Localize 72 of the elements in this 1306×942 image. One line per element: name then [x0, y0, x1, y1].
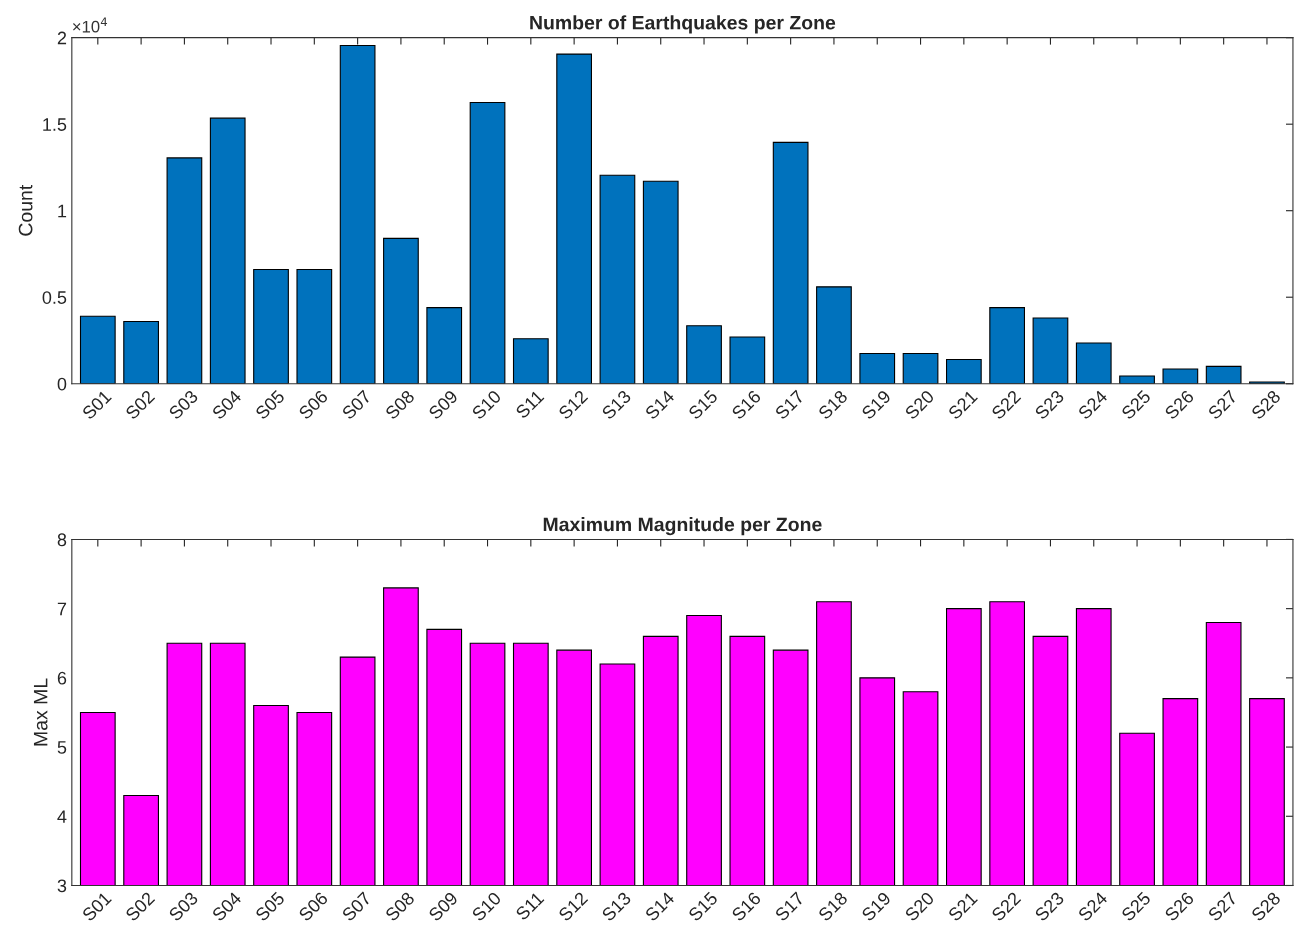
x-tick-label: S15	[687, 891, 719, 922]
x-tick-label: S02	[124, 389, 156, 421]
y-tick-label: 0.5	[42, 291, 67, 304]
x-tick-label: S28	[1250, 389, 1282, 421]
x-tick-label: S09	[427, 891, 459, 922]
x-tick-label: S19	[860, 891, 892, 922]
x-tick-label: S17	[774, 389, 805, 421]
x-tick-label: S10	[471, 389, 502, 421]
x-tick-label: S03	[168, 891, 199, 922]
x-tick-label: S12	[557, 389, 589, 421]
x-tick-label: S11	[514, 389, 545, 420]
y-axis-title: Max ML	[33, 678, 48, 746]
x-tick-label: S13	[601, 891, 632, 922]
x-tick-label: S03	[168, 389, 199, 421]
x-tick-label: S18	[817, 891, 849, 922]
x-tick-label: S05	[254, 389, 286, 421]
y-tick-label: 8	[57, 533, 67, 547]
y-tick-label: 1.5	[43, 118, 67, 131]
y-tick-label: 1	[58, 204, 67, 218]
x-tick-label: S11	[514, 891, 545, 921]
y-tick-label: 3	[57, 879, 67, 893]
y-tick-label: 0	[57, 377, 67, 391]
x-tick-label: S18	[817, 389, 849, 421]
x-tick-label: S06	[297, 891, 329, 922]
x-tick-label: S19	[860, 389, 892, 421]
x-tick-label: S06	[297, 389, 329, 421]
x-tick-label: S22	[990, 891, 1022, 922]
x-tick-label: S12	[557, 891, 589, 922]
x-tick-label: S16	[730, 389, 762, 421]
y-axis-title: Count	[18, 184, 33, 236]
x-tick-label: S07	[341, 389, 372, 421]
text: ×10$^{4}$	[72, 17, 108, 33]
x-tick-label: S24	[1077, 389, 1109, 421]
y-tick-label: 6	[57, 671, 67, 685]
x-tick-label: S16	[730, 891, 762, 922]
x-tick-label: S14	[644, 891, 676, 922]
y-tick-label: 5	[57, 741, 67, 754]
x-tick-label: S20	[904, 891, 935, 922]
x-tick-label: S26	[1163, 891, 1195, 922]
x-tick-label: S15	[687, 389, 719, 421]
x-tick-label: S10	[471, 891, 502, 922]
x-tick-label: S14	[644, 389, 676, 421]
x-tick-label: S21	[947, 891, 979, 922]
y-tick-label: 7	[57, 602, 67, 616]
x-tick-label: S26	[1163, 389, 1195, 421]
x-tick-label: S02	[124, 891, 156, 922]
x-tick-label: S28	[1250, 891, 1282, 922]
x-tick-label: S04	[211, 389, 243, 421]
x-tick-label: S01	[81, 389, 112, 421]
x-tick-label: S01	[81, 891, 112, 922]
x-tick-label: S22	[990, 389, 1022, 421]
x-tick-label: S07	[341, 891, 372, 922]
x-tick-label: S21	[947, 389, 979, 421]
y-tick-label: 4	[57, 810, 67, 823]
x-tick-label: S27	[1207, 389, 1238, 421]
x-tick-label: S20	[904, 389, 935, 421]
x-tick-label: S17	[774, 891, 805, 922]
x-tick-label: S25	[1120, 389, 1152, 421]
x-tick-label: S04	[211, 891, 243, 922]
chart-title: Number of Earthquakes per Zone	[530, 15, 836, 34]
x-tick-label: S23	[1034, 389, 1065, 421]
x-tick-label: S05	[254, 891, 286, 922]
x-tick-label: S27	[1207, 891, 1238, 922]
x-tick-label: S23	[1034, 891, 1065, 922]
x-tick-label: S25	[1120, 891, 1152, 922]
y-tick-label: 2	[57, 31, 67, 45]
x-tick-label: S08	[384, 389, 416, 421]
x-tick-label: S08	[384, 891, 416, 922]
x-tick-label: S24	[1077, 891, 1109, 922]
chart-title: Maximum Magnitude per Zone	[543, 517, 822, 536]
x-tick-label: S09	[427, 389, 459, 421]
x-tick-label: S13	[601, 389, 632, 421]
